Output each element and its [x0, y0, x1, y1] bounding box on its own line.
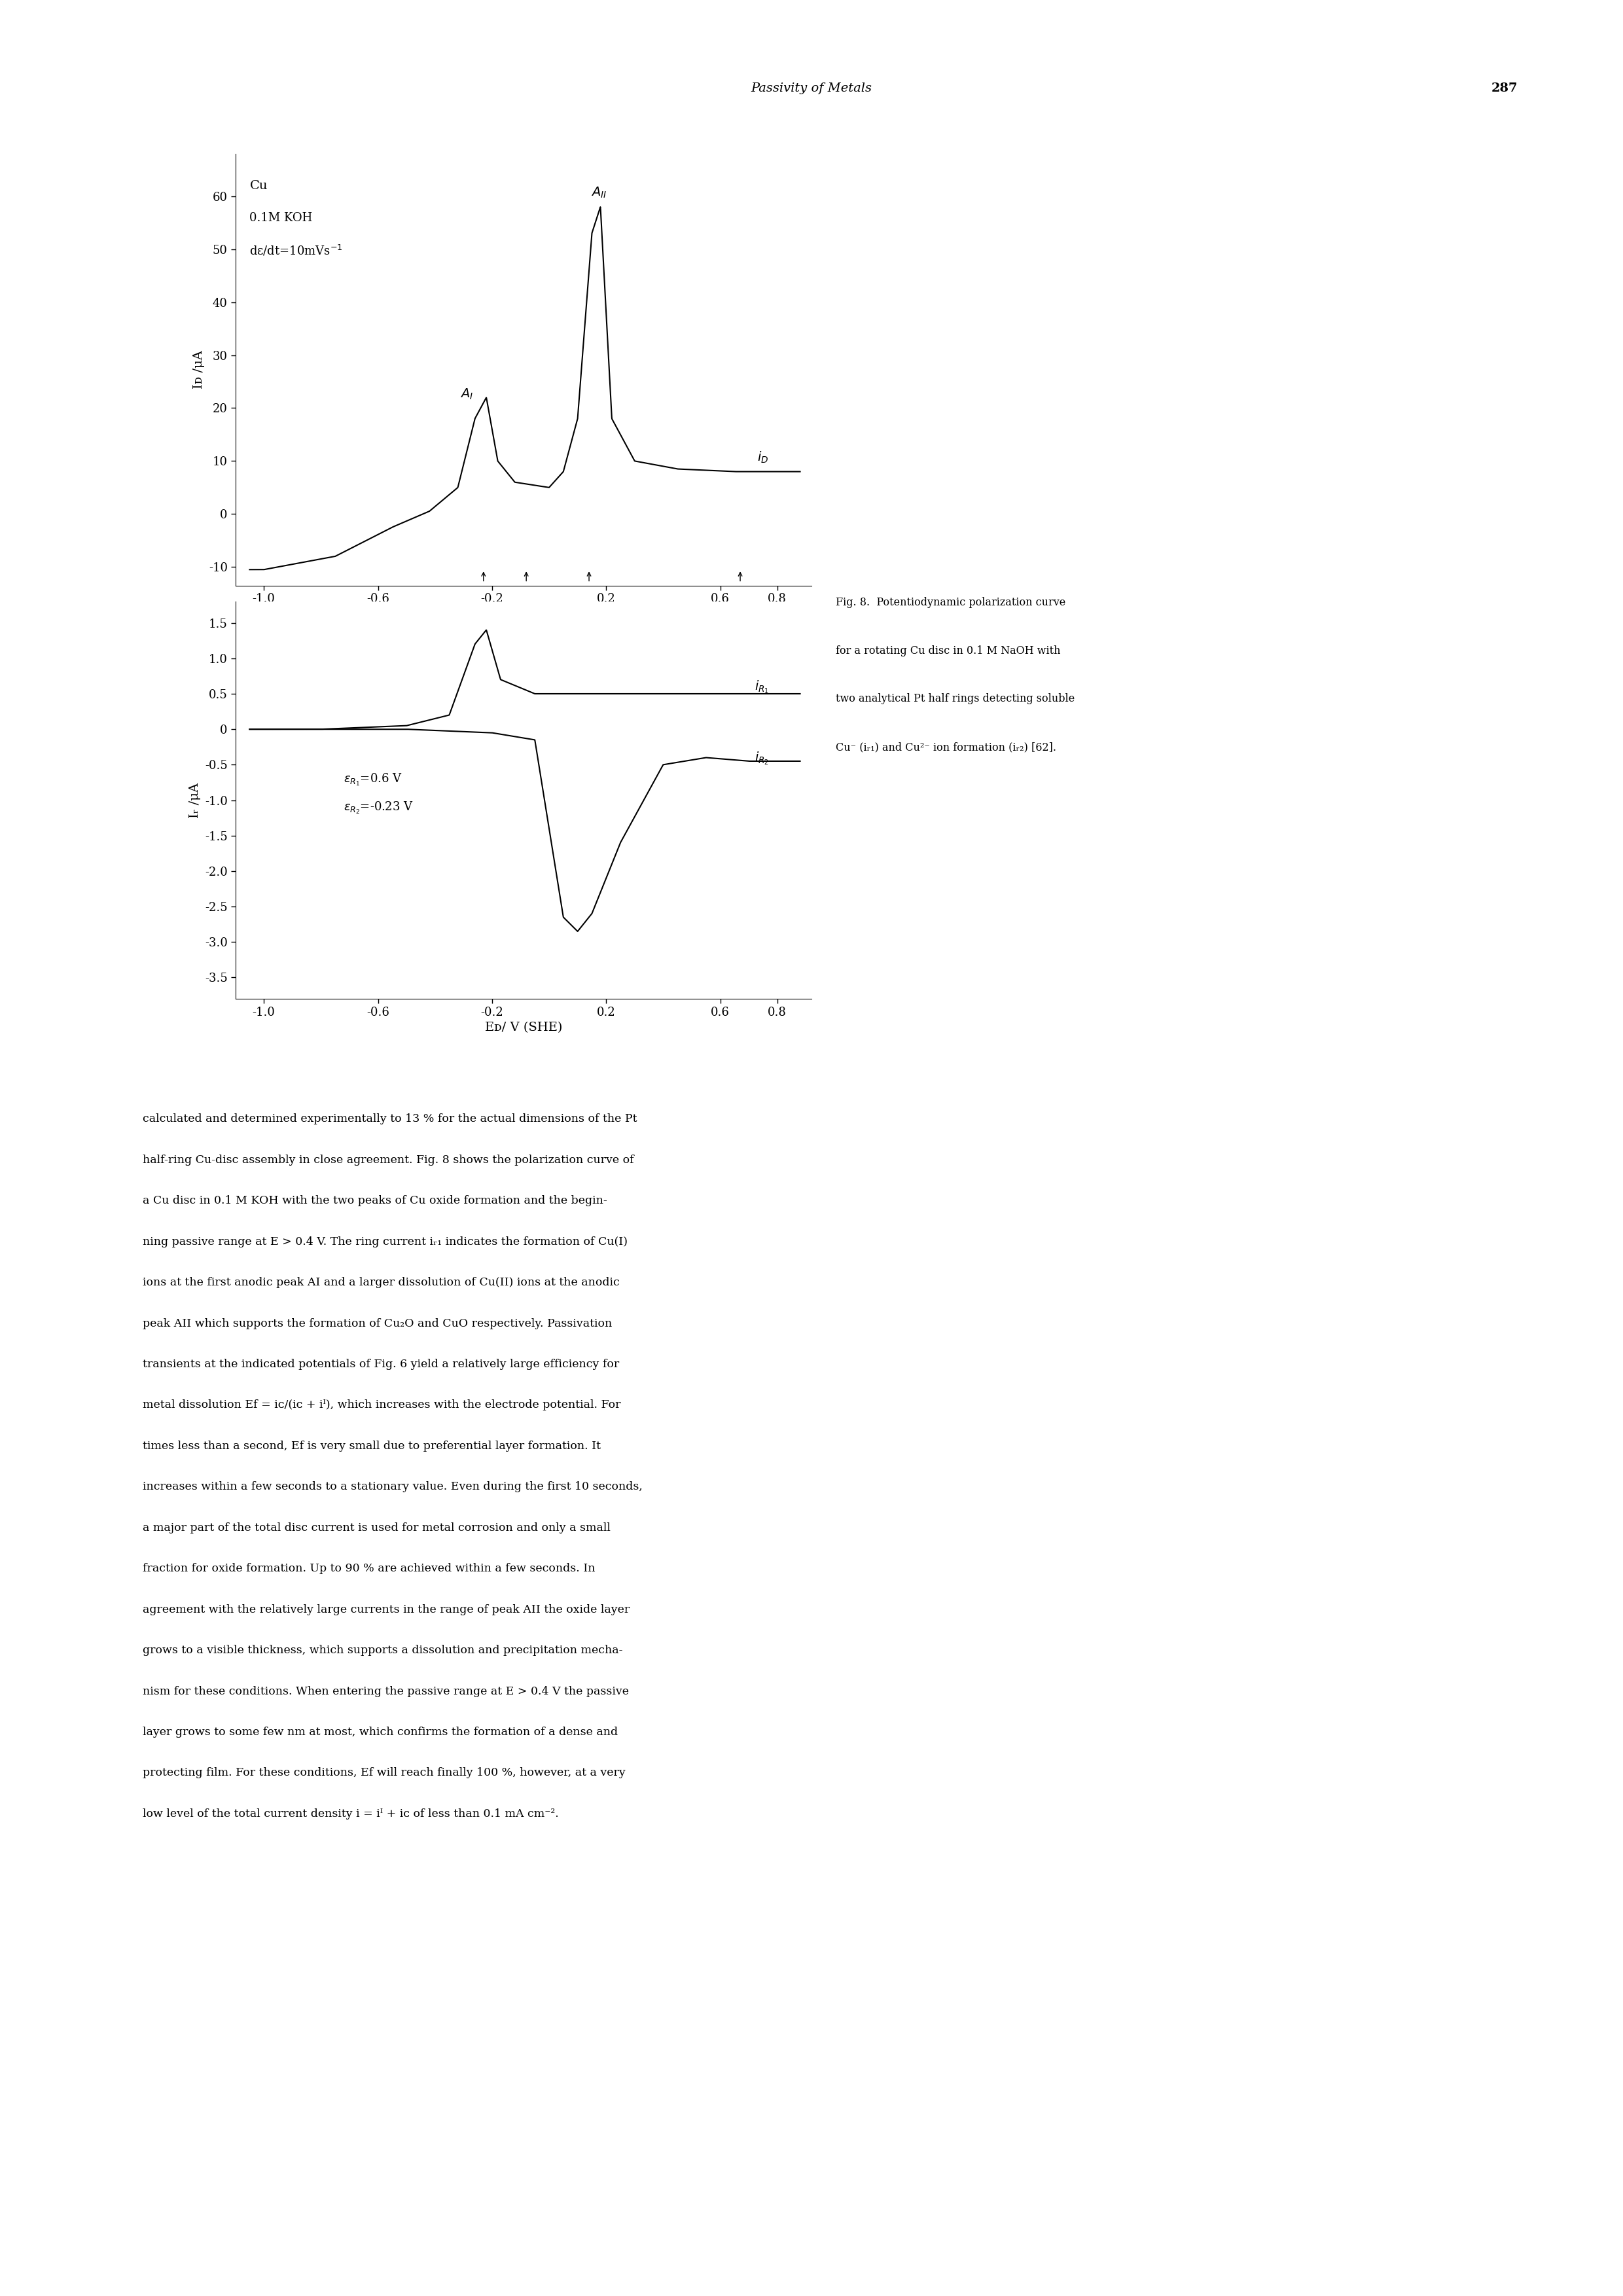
- Text: $A_{II}$: $A_{II}$: [591, 186, 607, 200]
- Text: $i_{R_1}$: $i_{R_1}$: [755, 680, 769, 696]
- Text: Passivity of Metals: Passivity of Metals: [751, 83, 872, 94]
- Text: ions at the first anodic peak AI and a larger dissolution of Cu(II) ions at the : ions at the first anodic peak AI and a l…: [143, 1277, 620, 1288]
- Y-axis label: Iᴅ /μA: Iᴅ /μA: [193, 351, 204, 388]
- Text: 0.1M KOH: 0.1M KOH: [250, 211, 313, 225]
- Text: times less than a second, Ef is very small due to preferential layer formation. : times less than a second, Ef is very sma…: [143, 1440, 601, 1451]
- Text: low level of the total current density i = iᴵ + iᴄ of less than 0.1 mA cm⁻².: low level of the total current density i…: [143, 1809, 558, 1818]
- Text: a major part of the total disc current is used for metal corrosion and only a sm: a major part of the total disc current i…: [143, 1522, 610, 1534]
- Text: two analytical Pt half rings detecting soluble: two analytical Pt half rings detecting s…: [836, 693, 1074, 705]
- Text: layer grows to some few nm at most, which confirms the formation of a dense and: layer grows to some few nm at most, whic…: [143, 1727, 618, 1738]
- X-axis label: Eᴅ/ V (SHE): Eᴅ/ V (SHE): [485, 1022, 562, 1033]
- Text: grows to a visible thickness, which supports a dissolution and precipitation mec: grows to a visible thickness, which supp…: [143, 1644, 623, 1655]
- X-axis label: Eᴅ/ V (SHE): Eᴅ/ V (SHE): [485, 608, 562, 620]
- Text: transients at the indicated potentials of Fig. 6 yield a relatively large effici: transients at the indicated potentials o…: [143, 1359, 620, 1371]
- Text: $i_{R_2}$: $i_{R_2}$: [755, 751, 769, 767]
- Text: a Cu disc in 0.1 M KOH with the two peaks of Cu oxide formation and the begin-: a Cu disc in 0.1 M KOH with the two peak…: [143, 1196, 607, 1205]
- Text: 287: 287: [1492, 83, 1518, 94]
- Y-axis label: Iᵣ /μA: Iᵣ /μA: [190, 783, 201, 817]
- Text: protecting film. For these conditions, Ef will reach finally 100 %, however, at : protecting film. For these conditions, E…: [143, 1768, 625, 1779]
- Text: $\varepsilon_{R_2}$=-0.23 V: $\varepsilon_{R_2}$=-0.23 V: [344, 801, 414, 815]
- Text: peak AII which supports the formation of Cu₂O and CuO respectively. Passivation: peak AII which supports the formation of…: [143, 1318, 612, 1329]
- Text: ning passive range at E > 0.4 V. The ring current iᵣ₁ indicates the formation of: ning passive range at E > 0.4 V. The rin…: [143, 1235, 628, 1247]
- Text: agreement with the relatively large currents in the range of peak AII the oxide : agreement with the relatively large curr…: [143, 1605, 630, 1614]
- Text: increases within a few seconds to a stationary value. Even during the first 10 s: increases within a few seconds to a stat…: [143, 1481, 643, 1492]
- Text: metal dissolution Ef = iᴄ/(iᴄ + iᴵ), which increases with the electrode potentia: metal dissolution Ef = iᴄ/(iᴄ + iᴵ), whi…: [143, 1401, 622, 1410]
- Text: for a rotating Cu disc in 0.1 M NaOH with: for a rotating Cu disc in 0.1 M NaOH wit…: [836, 645, 1061, 657]
- Text: fraction for oxide formation. Up to 90 % are achieved within a few seconds. In: fraction for oxide formation. Up to 90 %…: [143, 1564, 596, 1575]
- Text: Fig. 8.  Potentiodynamic polarization curve: Fig. 8. Potentiodynamic polarization cur…: [836, 597, 1066, 608]
- Text: $\varepsilon_{R_1}$=0.6 V: $\varepsilon_{R_1}$=0.6 V: [344, 771, 403, 788]
- Text: dε/dt=10mVs$^{-1}$: dε/dt=10mVs$^{-1}$: [250, 243, 342, 257]
- Text: Cu: Cu: [250, 181, 268, 193]
- Text: $A_{I}$: $A_{I}$: [459, 388, 472, 402]
- Text: calculated and determined experimentally to 13 % for the actual dimensions of th: calculated and determined experimentally…: [143, 1114, 638, 1125]
- Text: half-ring Cu-disc assembly in close agreement. Fig. 8 shows the polarization cur: half-ring Cu-disc assembly in close agre…: [143, 1155, 635, 1166]
- Text: Cu⁻ (iᵣ₁) and Cu²⁻ ion formation (iᵣ₂) [62].: Cu⁻ (iᵣ₁) and Cu²⁻ ion formation (iᵣ₂) […: [836, 742, 1057, 753]
- Text: nism for these conditions. When entering the passive range at E > 0.4 V the pass: nism for these conditions. When entering…: [143, 1685, 630, 1697]
- Text: $i_{D}$: $i_{D}$: [758, 450, 769, 464]
